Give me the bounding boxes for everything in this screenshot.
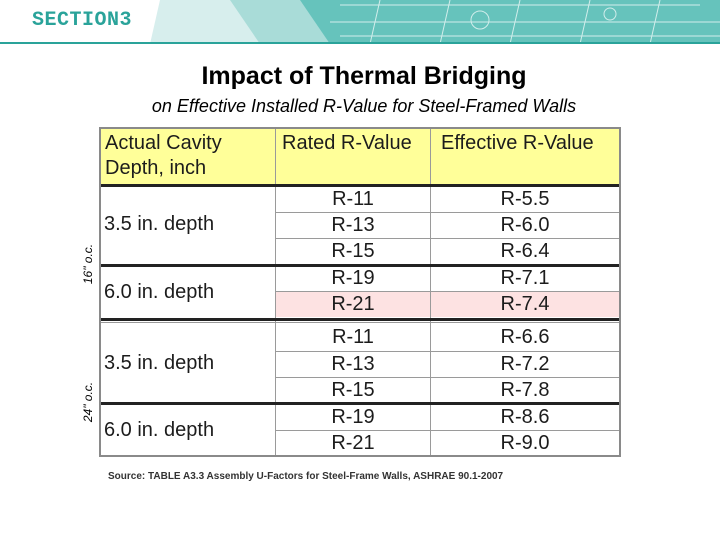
r-value-table: Actual Cavity Depth, inch Rated R-Value … (99, 127, 621, 457)
rated-value: R-11 (332, 326, 374, 348)
row-divider (276, 377, 619, 378)
rated-value: R-19 (331, 406, 375, 428)
source-note: Source: TABLE A3.3 Assembly U-Factors fo… (108, 471, 504, 482)
page-subtitle: on Effective Installed R-Value for Steel… (151, 96, 577, 116)
rated-value: R-21 (331, 432, 375, 454)
effective-value: R-7.8 (500, 379, 550, 401)
effective-value: R-8.6 (500, 406, 550, 428)
group-divider (101, 264, 619, 267)
spacing-label-16: 16" o.c. (81, 243, 95, 285)
effective-value: R-7.1 (500, 267, 550, 289)
rated-value: R-15 (331, 240, 375, 262)
row-divider (276, 351, 619, 352)
header-effective-r-value: Effective R-Value (431, 129, 619, 184)
row-divider (276, 212, 619, 213)
header-divider (101, 184, 619, 187)
column-divider (430, 129, 431, 455)
effective-value: R-5.5 (500, 188, 550, 210)
page-title: Impact of Thermal Bridging (201, 62, 527, 90)
effective-value: R-7.4 (500, 293, 550, 315)
highlight-row (276, 292, 619, 317)
section-label: SECTION3 (32, 9, 133, 32)
rated-value: R-15 (331, 379, 375, 401)
rated-value: R-13 (331, 353, 375, 375)
spacing-divider (101, 318, 619, 321)
header-cavity-depth: Actual Cavity Depth, inch (101, 129, 275, 184)
depth-label-24-3-5: 3.5 in. depth (104, 352, 215, 374)
depth-label-16-3-5: 3.5 in. depth (104, 213, 215, 235)
group-divider (101, 402, 619, 405)
header-banner: SECTION3 (0, 0, 720, 44)
row-divider (276, 238, 619, 239)
column-divider (275, 129, 276, 455)
effective-value: R-6.4 (500, 240, 550, 262)
rated-value: R-19 (331, 267, 375, 289)
effective-value: R-6.6 (500, 326, 550, 348)
effective-value: R-6.0 (500, 214, 550, 236)
depth-label-16-6-0: 6.0 in. depth (104, 281, 215, 303)
header-cavity-depth-line1: Actual Cavity (105, 132, 222, 154)
blueprint-graphic (0, 0, 720, 44)
rated-value: R-13 (331, 214, 375, 236)
effective-value: R-7.2 (500, 353, 550, 375)
spacing-label-24: 24" o.c. (81, 381, 95, 423)
effective-value: R-9.0 (500, 432, 550, 454)
header-rated-r-value: Rated R-Value (276, 129, 430, 184)
depth-label-24-6-0: 6.0 in. depth (104, 419, 215, 441)
rated-value: R-11 (332, 188, 374, 210)
rated-value: R-21 (331, 293, 375, 315)
row-divider (101, 322, 619, 323)
row-divider (276, 430, 619, 431)
row-divider (276, 291, 619, 292)
header-cavity-depth-line2: Depth, inch (105, 157, 207, 179)
